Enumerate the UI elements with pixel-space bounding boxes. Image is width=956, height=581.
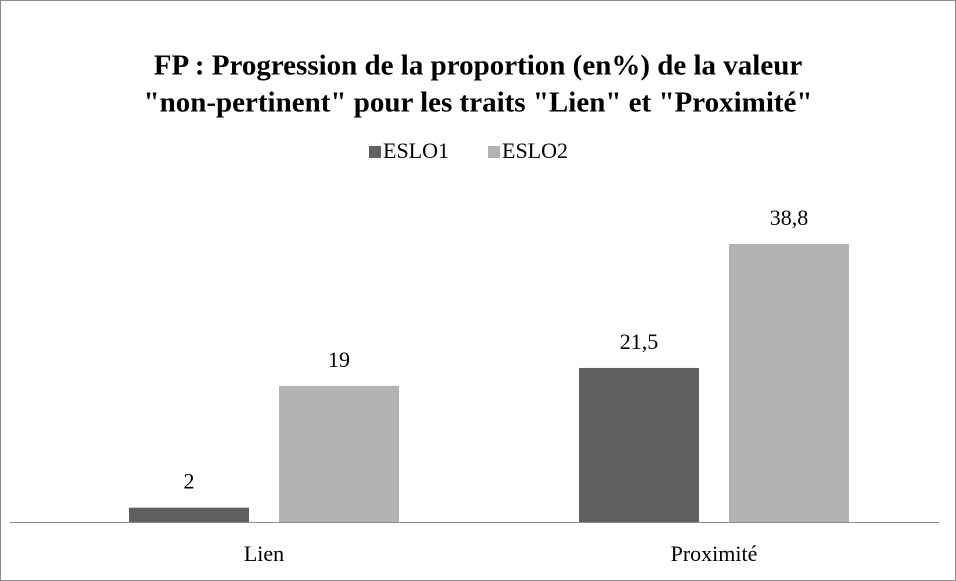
legend-label: ESLO2 — [502, 138, 568, 163]
chart-title: FP : Progression de la proportion (en%) … — [154, 50, 803, 82]
x-tick-label: Proximité — [671, 541, 758, 566]
bar — [129, 507, 249, 522]
value-label: 21,5 — [620, 329, 659, 354]
legend-swatch — [488, 146, 500, 158]
bar — [729, 244, 849, 522]
bar — [279, 385, 399, 522]
legend-swatch — [369, 146, 381, 158]
chart-title: "non-pertinent" pour les traits "Lien" e… — [143, 87, 812, 119]
legend-label: ESLO1 — [383, 138, 449, 163]
x-tick-label: Lien — [244, 541, 284, 566]
value-label: 38,8 — [770, 205, 809, 230]
value-label: 19 — [328, 347, 350, 372]
value-label: 2 — [184, 469, 195, 494]
bar — [579, 367, 699, 522]
